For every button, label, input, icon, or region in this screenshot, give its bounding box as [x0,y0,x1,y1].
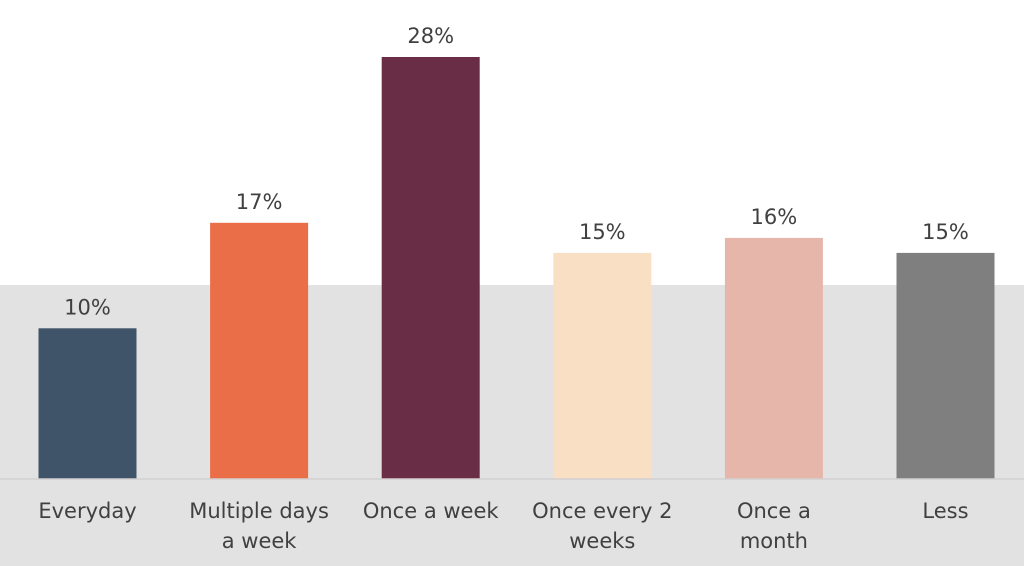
category-label-line: Less [922,499,968,523]
category-label-line: a week [222,529,298,553]
category-label-line: Multiple days [189,499,329,523]
category-label-line: Once a [737,499,811,523]
bar-5 [896,252,995,479]
bar-3 [553,252,652,479]
category-labels-layer: Everyday Multiple days a week Once a week On… [38,499,968,553]
value-label-4: 16% [751,205,798,229]
category-label-line: Once a week [363,499,500,523]
bar-4 [724,237,823,479]
category-label-line: month [740,529,808,553]
value-label-1: 17% [236,190,283,214]
value-labels-layer: 10% 17% 28% 15% 16% 15% [64,24,969,319]
bar-0 [38,328,137,479]
category-label-3: Once every 2 weeks [532,499,672,553]
value-label-2: 28% [407,24,454,48]
value-label-5: 15% [922,220,969,244]
category-label-line: Once every 2 [532,499,672,523]
value-label-0: 10% [64,295,111,319]
category-label-1: Multiple days a week [189,499,329,553]
category-label-0: Everyday [38,499,136,523]
category-label-line: Everyday [38,499,136,523]
category-label-2: Once a week [363,499,500,523]
bars-layer [38,57,995,480]
bar-1 [210,222,309,480]
category-label-line: weeks [569,529,635,553]
category-label-5: Less [922,499,968,523]
bar-2 [381,57,480,479]
value-label-3: 15% [579,220,626,244]
category-label-4: Once a month [737,499,811,553]
background-band [0,285,1024,566]
